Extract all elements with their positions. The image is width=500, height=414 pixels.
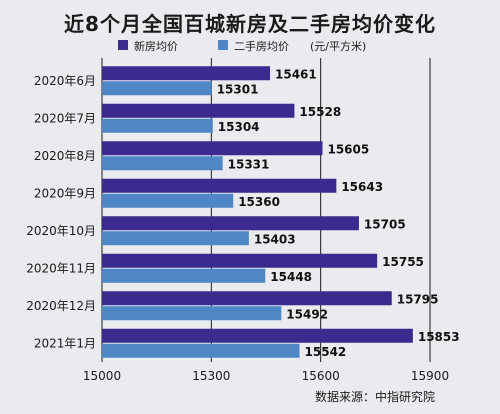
bar-second-hand-house (102, 118, 213, 133)
legend-swatch-new-house (118, 40, 128, 50)
legend-swatch-second-hand-house (218, 40, 228, 50)
bar-new-house (102, 291, 392, 306)
data-label-new-house: 15795 (397, 292, 439, 306)
x-tick-label: 15300 (192, 369, 230, 383)
bar-new-house (102, 216, 359, 231)
data-label-second-hand-house: 15301 (217, 82, 259, 96)
data-label-new-house: 15605 (327, 142, 369, 156)
data-label-new-house: 15853 (418, 330, 460, 344)
bar-second-hand-house (102, 156, 223, 171)
category-label: 2021年1月 (34, 336, 96, 350)
data-label-second-hand-house: 15403 (254, 232, 296, 246)
data-label-new-house: 15528 (299, 105, 341, 119)
category-label: 2020年6月 (34, 74, 96, 88)
data-label-second-hand-house: 15331 (228, 157, 270, 171)
bar-second-hand-house (102, 306, 282, 321)
category-label: 2020年8月 (34, 149, 96, 163)
category-label: 2020年10月 (26, 224, 96, 238)
data-label-second-hand-house: 15304 (218, 120, 260, 134)
bar-second-hand-house (102, 81, 212, 96)
legend-unit: (元/平方米) (310, 40, 367, 53)
bar-new-house (102, 328, 413, 343)
legend-label-new-house: 新房均价 (134, 40, 178, 53)
bar-new-house (102, 253, 378, 268)
bar-second-hand-house (102, 343, 300, 358)
data-label-second-hand-house: 15360 (238, 195, 280, 209)
bar-new-house (102, 66, 271, 81)
bar-new-house (102, 178, 337, 193)
category-label: 2020年9月 (34, 186, 96, 200)
x-tick-label: 15900 (411, 369, 449, 383)
bar-new-house (102, 103, 295, 118)
bar-second-hand-house (102, 231, 249, 246)
category-label: 2020年7月 (34, 111, 96, 125)
data-label-new-house: 15755 (382, 255, 424, 269)
chart-title: 近8个月全国百城新房及二手房均价变化 (64, 12, 436, 36)
bar-new-house (102, 141, 323, 156)
x-tick-label: 15000 (83, 369, 121, 383)
x-tick-label: 15600 (302, 369, 340, 383)
data-label-new-house: 15705 (364, 217, 406, 231)
data-label-new-house: 15461 (275, 67, 317, 81)
legend-label-second-hand-house: 二手房均价 (234, 40, 289, 53)
data-source: 数据来源：中指研究院 (315, 390, 436, 404)
category-label: 2020年11月 (26, 261, 96, 275)
data-label-new-house: 15643 (341, 180, 383, 194)
data-label-second-hand-house: 15492 (286, 307, 328, 321)
bar-second-hand-house (102, 268, 266, 283)
data-label-second-hand-house: 15448 (270, 270, 312, 284)
data-label-second-hand-house: 15542 (305, 345, 347, 359)
category-label: 2020年12月 (26, 299, 96, 313)
bar-second-hand-house (102, 193, 234, 208)
